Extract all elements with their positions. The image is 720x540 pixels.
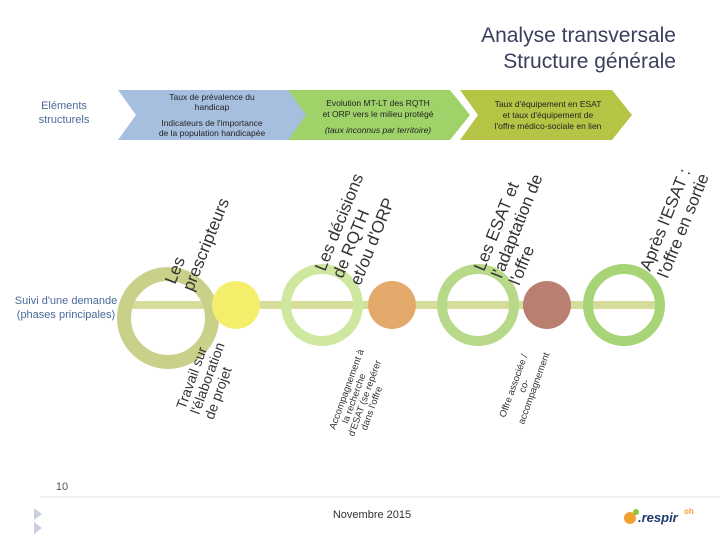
title-line: Structure générale <box>503 50 676 73</box>
ring <box>281 264 363 346</box>
left-label: structurels <box>39 114 90 126</box>
chevron-text: l'offre médico-sociale en lien <box>495 121 602 131</box>
footer-date: Novembre 2015 <box>333 509 411 521</box>
chevron-text: et taux d'équipement de <box>503 110 594 120</box>
left-label: (phases principales) <box>17 309 115 321</box>
ring <box>583 264 665 346</box>
node <box>368 281 416 329</box>
lower-label: Offre associée /co-accompagnement <box>497 344 552 426</box>
left-label: Eléments <box>41 100 87 112</box>
chevron-text: Taux de prévalence du <box>169 92 255 102</box>
logo: .respir <box>638 510 679 525</box>
upper-label: Les ESAT etl'adaptation del'offre <box>470 164 564 287</box>
node <box>212 281 260 329</box>
chevron-text: et ORP vers le milieu protégé <box>323 109 434 119</box>
left-label: Suivi d'une demande <box>15 295 117 307</box>
title-line: Analyse transversale <box>481 24 676 47</box>
logo-mark <box>624 512 636 524</box>
nav-icon <box>34 508 42 534</box>
node <box>523 281 571 329</box>
logo-mark <box>633 509 639 515</box>
chevron <box>460 90 632 140</box>
upper-label: Les décisionsde RQTHet/ou d'ORP <box>311 171 402 288</box>
chevron-text: Evolution MT-LT des RQTH <box>326 98 430 108</box>
chevron-text: (taux inconnus par territoire) <box>325 125 431 135</box>
text-line: prescripteurs <box>179 195 233 293</box>
logo-sup: oh <box>684 507 694 516</box>
chevron-text: handicap <box>195 102 230 112</box>
page-number: 10 <box>56 481 68 493</box>
ring <box>117 267 219 369</box>
lower-label: Accompagnement àla recherched'ESAT (se r… <box>327 347 395 441</box>
ring <box>437 264 519 346</box>
chevron-text: Taux d'équipement en ESAT <box>495 99 602 109</box>
chevron-text: de la population handicapée <box>159 128 266 138</box>
upper-label: Après l'ESAT :l'offre en sortie <box>636 164 713 281</box>
upper-label: Lesprescripteurs <box>161 188 233 293</box>
chevron <box>118 90 310 140</box>
chevron-text: Indicateurs de l'importance <box>161 118 263 128</box>
chevron <box>288 90 470 140</box>
text-line: co- <box>517 378 532 394</box>
